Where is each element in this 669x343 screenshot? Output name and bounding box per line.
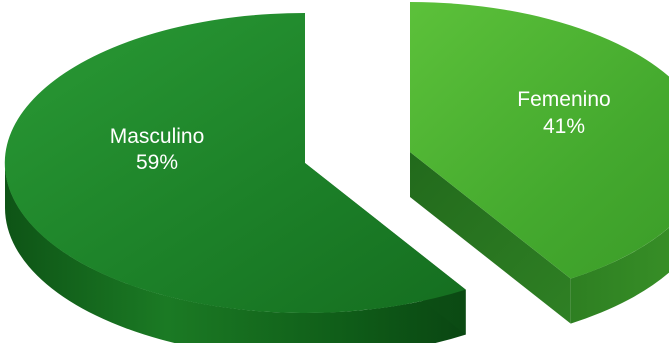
label-femenino-value: 41% <box>543 115 585 138</box>
pie-slice-femenino <box>410 2 669 324</box>
masculino-side <box>5 163 466 343</box>
pie-slice-masculino <box>4 12 466 343</box>
femenino-wall <box>410 152 571 324</box>
femenino-top <box>410 2 669 279</box>
label-masculino-category: Masculino <box>110 125 205 148</box>
masculino-top <box>4 12 466 313</box>
label-femenino-category: Femenino <box>517 88 610 111</box>
femenino-side <box>570 227 669 324</box>
label-masculino-value: 59% <box>136 151 178 174</box>
label-femenino: Femenino 41% <box>517 88 610 138</box>
label-masculino: Masculino 59% <box>110 125 205 174</box>
